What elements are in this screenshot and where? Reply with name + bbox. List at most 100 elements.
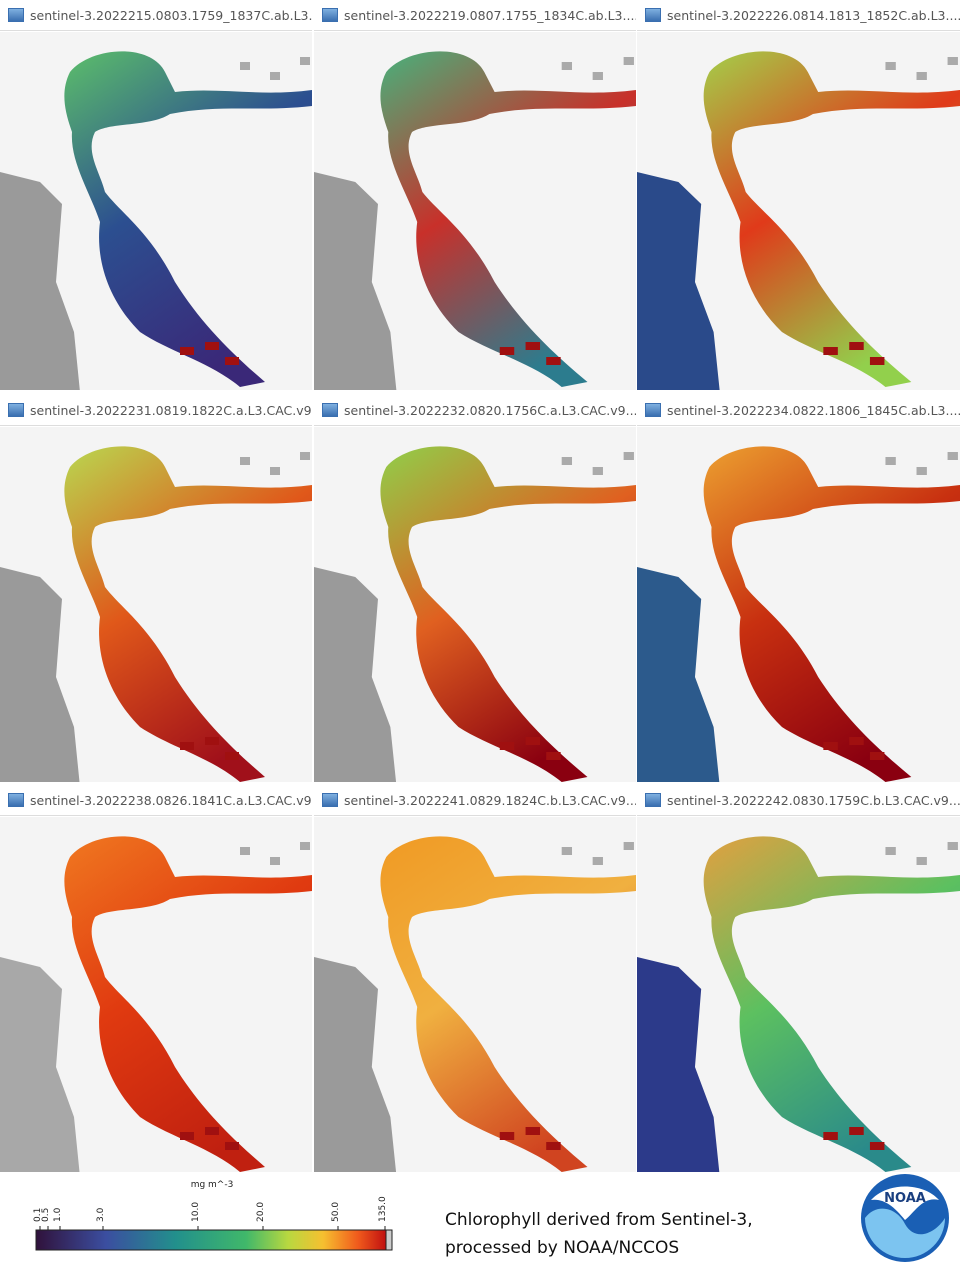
cloud-pixels bbox=[916, 467, 927, 475]
map-image bbox=[637, 817, 960, 1172]
ocean bbox=[637, 172, 720, 390]
bay-water bbox=[380, 51, 636, 388]
colorbar-unit: mg m^-3 bbox=[191, 1180, 234, 1190]
cloud-pixels bbox=[300, 842, 310, 850]
cloud-pixels bbox=[947, 452, 958, 460]
map-panel: sentinel-3.2022241.0829.1824C.b.L3.CAC.v… bbox=[314, 785, 636, 1172]
map-image bbox=[637, 427, 960, 782]
panel-title: sentinel-3.2022242.0830.1759C.b.L3.CAC.v… bbox=[667, 792, 960, 808]
map-image bbox=[0, 817, 312, 1172]
map-image bbox=[0, 427, 312, 782]
cloud-pixels bbox=[947, 842, 958, 850]
shore-pixels bbox=[205, 342, 219, 350]
map-panel: sentinel-3.2022242.0830.1759C.b.L3.CAC.v… bbox=[637, 785, 960, 1172]
cloud-pixels bbox=[561, 62, 573, 70]
panel-icon bbox=[8, 793, 24, 807]
map-panel: sentinel-3.2022215.0803.1759_1837C.ab.L3… bbox=[0, 0, 312, 390]
colorbar-tick-label: 3.0 bbox=[96, 1207, 106, 1222]
panel-title-bar: sentinel-3.2022242.0830.1759C.b.L3.CAC.v… bbox=[637, 785, 960, 816]
bay-water bbox=[703, 836, 960, 1172]
shore-pixels bbox=[499, 1132, 515, 1140]
logo-text: NOAA bbox=[884, 1191, 926, 1206]
panel-title-bar: sentinel-3.2022226.0814.1813_1852C.ab.L3… bbox=[637, 0, 960, 31]
cloud-pixels bbox=[270, 467, 280, 475]
shore-pixels bbox=[525, 737, 541, 745]
shore-pixels bbox=[180, 347, 194, 355]
panel-title: sentinel-3.2022238.0826.1841C.a.L3.CAC.v… bbox=[30, 792, 312, 808]
map-panel: sentinel-3.2022238.0826.1841C.a.L3.CAC.v… bbox=[0, 785, 312, 1172]
panel-title: sentinel-3.2022241.0829.1824C.b.L3.CAC.v… bbox=[344, 792, 636, 808]
cloud-pixels bbox=[240, 457, 250, 465]
shore-pixels bbox=[823, 742, 838, 750]
shore-pixels bbox=[869, 1142, 885, 1150]
shore-pixels bbox=[823, 347, 838, 355]
panel-title: sentinel-3.2022234.0822.1806_1845C.ab.L3… bbox=[667, 402, 960, 418]
shore-pixels bbox=[205, 737, 219, 745]
map-panel: sentinel-3.2022232.0820.1756C.a.L3.CAC.v… bbox=[314, 395, 636, 782]
panel-icon bbox=[8, 403, 24, 417]
map-panel: sentinel-3.2022234.0822.1806_1845C.ab.L3… bbox=[637, 395, 960, 782]
cloud-pixels bbox=[592, 857, 603, 865]
colorbar-tick-label: 20.0 bbox=[256, 1202, 266, 1222]
bay-water bbox=[703, 446, 960, 782]
map-panel: sentinel-3.2022231.0819.1822C.a.L3.CAC.v… bbox=[0, 395, 312, 782]
shore-pixels bbox=[546, 752, 561, 760]
map-panel: sentinel-3.2022219.0807.1755_1834C.ab.L3… bbox=[314, 0, 636, 390]
shore-pixels bbox=[546, 357, 561, 365]
panel-title: sentinel-3.2022231.0819.1822C.a.L3.CAC.v… bbox=[30, 402, 312, 418]
cloud-pixels bbox=[885, 62, 896, 70]
cloud-pixels bbox=[300, 452, 310, 460]
colorbar: mg m^-3 0.10.5 1.0 3.0 10.0 20.0 50.0 135.0 bbox=[33, 1180, 393, 1251]
cloud-pixels bbox=[592, 467, 603, 475]
shore-pixels bbox=[205, 1127, 219, 1135]
cloud-pixels bbox=[270, 857, 280, 865]
panel-icon bbox=[645, 8, 661, 22]
colorbar-end bbox=[385, 1229, 393, 1251]
colorbar-tick-label: 50.0 bbox=[331, 1202, 341, 1222]
colorbar-tick-label: 0.1 bbox=[33, 1208, 43, 1222]
panel-icon bbox=[8, 8, 24, 22]
caption-line: processed by NOAA/NCCOS bbox=[445, 1238, 680, 1258]
bay-water bbox=[380, 836, 636, 1172]
cloud-pixels bbox=[623, 842, 634, 850]
bay-water bbox=[703, 51, 960, 388]
shore-pixels bbox=[869, 357, 885, 365]
bay-water bbox=[64, 51, 312, 388]
shore-pixels bbox=[225, 357, 239, 365]
bay-water bbox=[380, 446, 636, 782]
panel-title-bar: sentinel-3.2022238.0826.1841C.a.L3.CAC.v… bbox=[0, 785, 312, 816]
shore-pixels bbox=[180, 742, 194, 750]
colorbar-tick-label: 135.0 bbox=[378, 1196, 388, 1222]
caption-line: Chlorophyll derived from Sentinel-3, bbox=[445, 1210, 753, 1230]
shore-pixels bbox=[823, 1132, 838, 1140]
cloud-pixels bbox=[623, 452, 634, 460]
cloud-pixels bbox=[300, 57, 310, 65]
panel-icon bbox=[645, 403, 661, 417]
cloud-pixels bbox=[240, 62, 250, 70]
ocean bbox=[314, 567, 397, 782]
ocean bbox=[314, 172, 397, 390]
map-image bbox=[314, 817, 636, 1172]
panel-title-bar: sentinel-3.2022232.0820.1756C.a.L3.CAC.v… bbox=[314, 395, 636, 426]
colorbar-tick-label: 0.5 bbox=[41, 1208, 51, 1222]
shore-pixels bbox=[180, 1132, 194, 1140]
panel-title-bar: sentinel-3.2022234.0822.1806_1845C.ab.L3… bbox=[637, 395, 960, 426]
cloud-pixels bbox=[240, 847, 250, 855]
shore-pixels bbox=[499, 742, 515, 750]
cloud-pixels bbox=[561, 457, 573, 465]
cloud-pixels bbox=[623, 57, 634, 65]
ocean bbox=[637, 957, 720, 1172]
map-image bbox=[0, 32, 312, 390]
cloud-pixels bbox=[947, 57, 958, 65]
panel-title: sentinel-3.2022232.0820.1756C.a.L3.CAC.v… bbox=[344, 402, 636, 418]
shore-pixels bbox=[525, 1127, 541, 1135]
footer: mg m^-3 0.1 0.5 1.0 3.0 10.0 20.0 50.0 135.0 Ch… bbox=[0, 1172, 960, 1264]
cloud-pixels bbox=[592, 72, 603, 80]
bay-water bbox=[64, 446, 312, 782]
cloud-pixels bbox=[916, 857, 927, 865]
panel-title: sentinel-3.2022215.0803.1759_1837C.ab.L3… bbox=[30, 7, 312, 23]
cloud-pixels bbox=[916, 72, 927, 80]
panel-title-bar: sentinel-3.2022241.0829.1824C.b.L3.CAC.v… bbox=[314, 785, 636, 816]
shore-pixels bbox=[849, 342, 864, 350]
panel-title-bar: sentinel-3.2022219.0807.1755_1834C.ab.L3… bbox=[314, 0, 636, 31]
